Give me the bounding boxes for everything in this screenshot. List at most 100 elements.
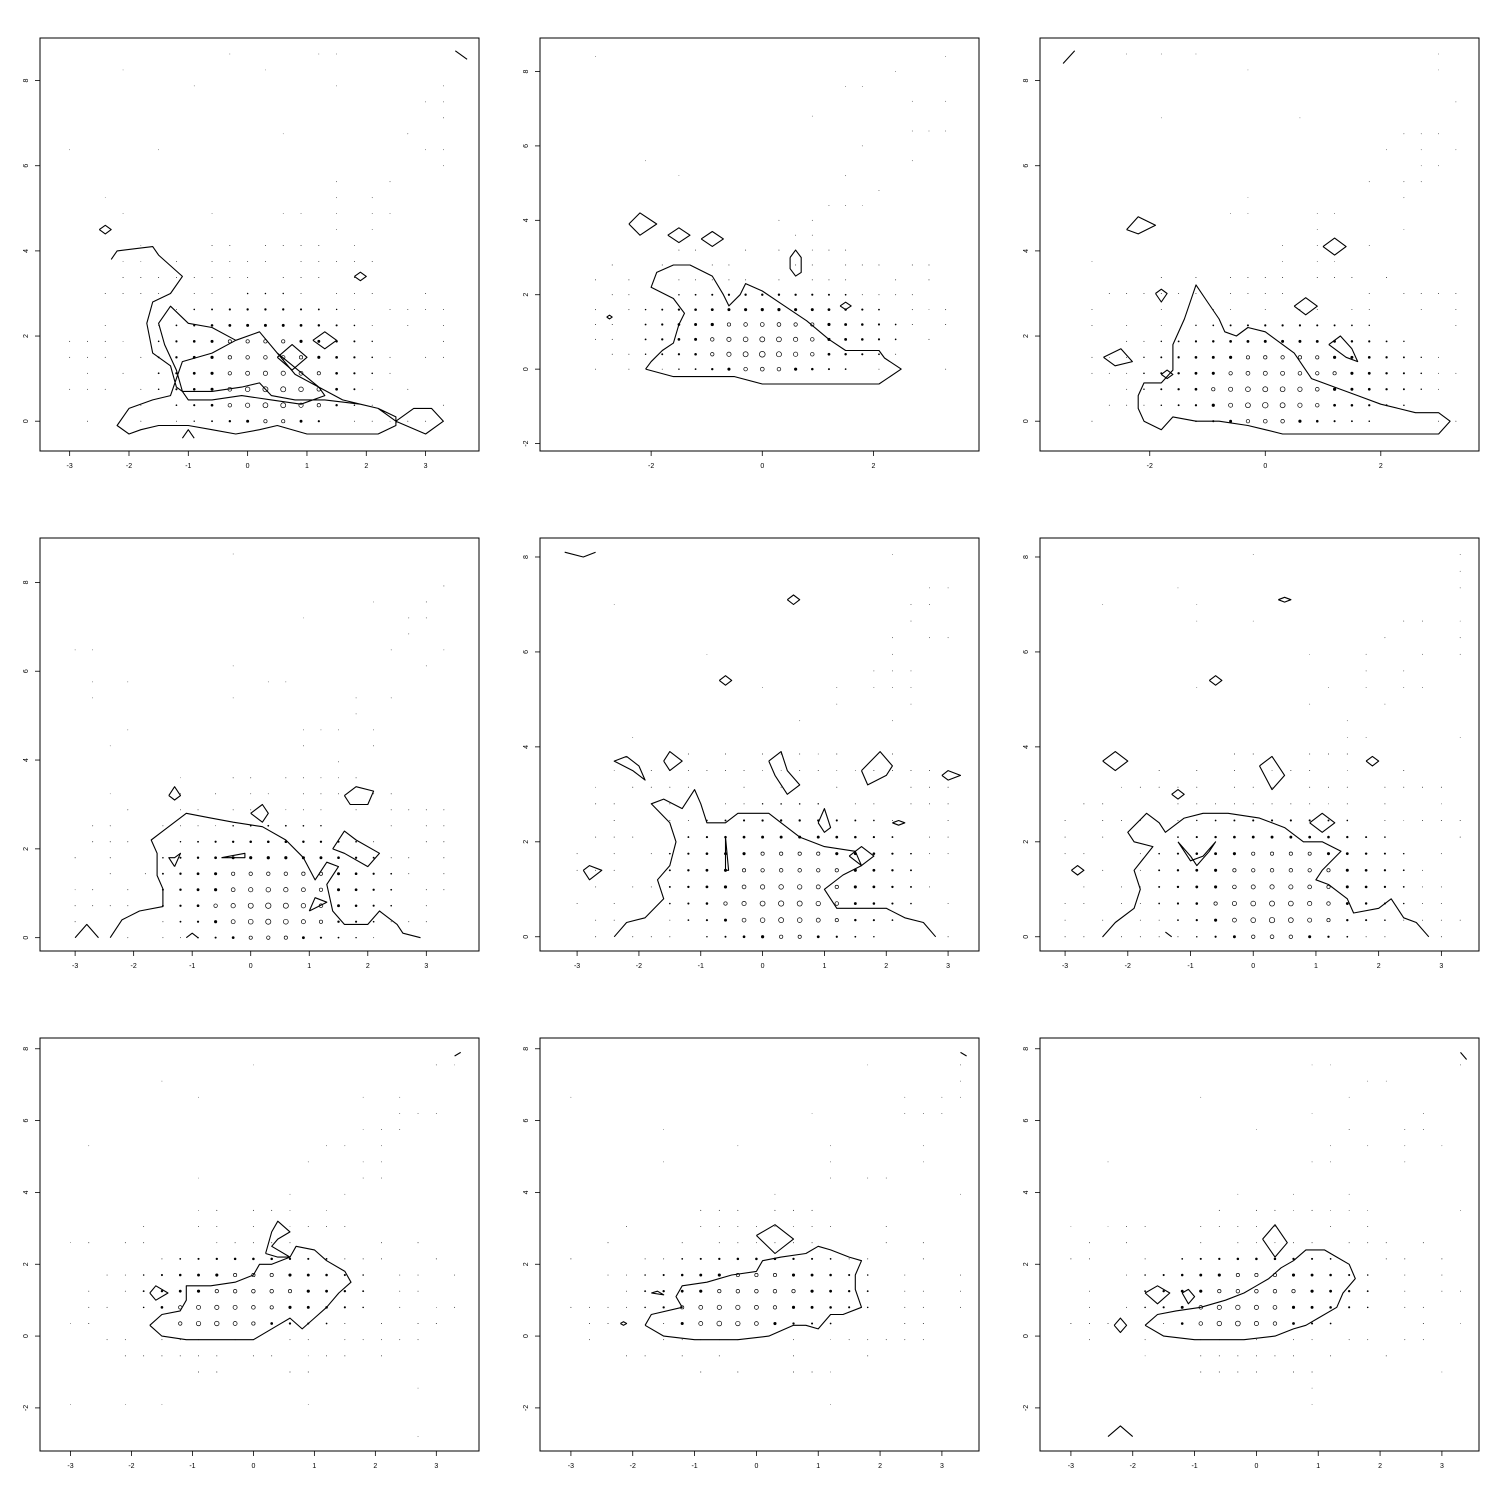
data-point bbox=[1233, 803, 1235, 805]
data-point bbox=[1196, 604, 1198, 605]
data-point bbox=[1091, 420, 1093, 422]
data-point bbox=[127, 681, 129, 683]
contour-line bbox=[1177, 841, 1217, 867]
data-point bbox=[425, 921, 427, 923]
data-point bbox=[353, 404, 356, 406]
data-point bbox=[613, 919, 615, 921]
contour-line bbox=[1144, 1249, 1356, 1341]
data-point bbox=[1126, 1226, 1128, 1227]
data-point bbox=[1246, 324, 1249, 327]
data-point bbox=[104, 356, 106, 358]
data-point bbox=[1438, 69, 1439, 71]
data-point bbox=[265, 902, 272, 909]
data-point bbox=[299, 355, 304, 360]
contour-line bbox=[817, 808, 832, 833]
data-point bbox=[576, 869, 578, 871]
data-point bbox=[158, 149, 159, 151]
data-point bbox=[283, 887, 289, 893]
data-point bbox=[861, 264, 863, 266]
data-point bbox=[1160, 293, 1162, 294]
data-point bbox=[811, 1226, 813, 1227]
data-point bbox=[140, 293, 142, 294]
contour-line bbox=[181, 429, 195, 439]
data-point bbox=[1162, 1290, 1165, 1293]
data-point bbox=[1311, 1387, 1313, 1389]
data-point bbox=[289, 1371, 291, 1373]
data-point bbox=[1330, 1210, 1331, 1211]
data-point bbox=[232, 777, 234, 779]
data-point bbox=[960, 1080, 961, 1082]
data-point bbox=[285, 681, 287, 683]
data-point bbox=[140, 245, 142, 246]
data-point bbox=[210, 387, 214, 391]
data-point bbox=[811, 1371, 813, 1373]
data-point bbox=[1089, 1323, 1090, 1324]
data-point bbox=[1177, 372, 1180, 375]
data-point bbox=[1162, 1306, 1165, 1309]
plot-frame bbox=[539, 1037, 980, 1452]
data-point bbox=[607, 1242, 609, 1244]
data-point bbox=[1289, 835, 1293, 839]
data-point bbox=[811, 1322, 814, 1325]
data-point bbox=[175, 420, 177, 422]
data-point bbox=[724, 935, 727, 938]
data-point bbox=[861, 308, 864, 311]
data-point bbox=[1102, 836, 1104, 838]
data-point bbox=[1309, 703, 1311, 705]
data-point bbox=[281, 323, 285, 327]
data-point bbox=[92, 697, 94, 699]
data-point bbox=[1181, 1257, 1184, 1260]
data-point bbox=[1158, 885, 1161, 888]
data-point bbox=[1177, 786, 1179, 788]
contour-line bbox=[1126, 216, 1157, 235]
data-point bbox=[389, 181, 391, 183]
data-point bbox=[407, 133, 409, 135]
y-tick-label: 0 bbox=[23, 1334, 30, 1338]
data-point bbox=[425, 841, 427, 843]
data-point bbox=[611, 264, 613, 266]
data-point bbox=[371, 356, 374, 359]
data-point bbox=[892, 637, 893, 639]
data-point bbox=[1422, 786, 1424, 788]
data-point bbox=[741, 901, 747, 907]
data-point bbox=[776, 351, 782, 358]
data-point bbox=[215, 793, 217, 795]
contour-line bbox=[789, 249, 802, 277]
data-point bbox=[687, 869, 690, 872]
data-point bbox=[928, 130, 930, 132]
plot-panel-9: -3 -2 -1 0 1 2 3 -2 0 2 4 6 8 bbox=[1000, 1000, 1500, 1500]
data-point bbox=[390, 921, 392, 923]
data-point bbox=[570, 1306, 572, 1308]
data-point bbox=[336, 53, 337, 55]
x-tick-label: 1 bbox=[1316, 1463, 1320, 1470]
data-point bbox=[443, 585, 445, 587]
data-point bbox=[1255, 1371, 1257, 1373]
data-point bbox=[124, 1290, 126, 1292]
data-point bbox=[1422, 820, 1424, 821]
data-point bbox=[777, 293, 781, 296]
data-point bbox=[1316, 213, 1318, 215]
data-point bbox=[650, 853, 652, 855]
data-point bbox=[104, 388, 106, 390]
data-point bbox=[1348, 1209, 1350, 1211]
data-point bbox=[282, 245, 284, 247]
data-point bbox=[836, 703, 838, 705]
data-point bbox=[960, 1193, 961, 1195]
data-point bbox=[271, 1242, 273, 1244]
data-point bbox=[198, 1210, 199, 1211]
data-point bbox=[109, 745, 111, 747]
data-point bbox=[661, 264, 663, 266]
data-point bbox=[1350, 371, 1354, 375]
data-point bbox=[228, 323, 232, 327]
data-point bbox=[270, 1257, 273, 1261]
data-point bbox=[1160, 308, 1162, 310]
data-point bbox=[700, 1209, 702, 1211]
plot-panel-8: -3 -2 -1 0 1 2 3 -2 0 2 4 6 8 bbox=[500, 1000, 1000, 1500]
data-point bbox=[354, 888, 358, 892]
contour-line bbox=[1144, 1285, 1171, 1305]
data-point bbox=[389, 308, 391, 310]
data-point bbox=[109, 905, 111, 907]
data-point bbox=[1194, 371, 1198, 375]
data-point bbox=[1253, 1304, 1259, 1310]
